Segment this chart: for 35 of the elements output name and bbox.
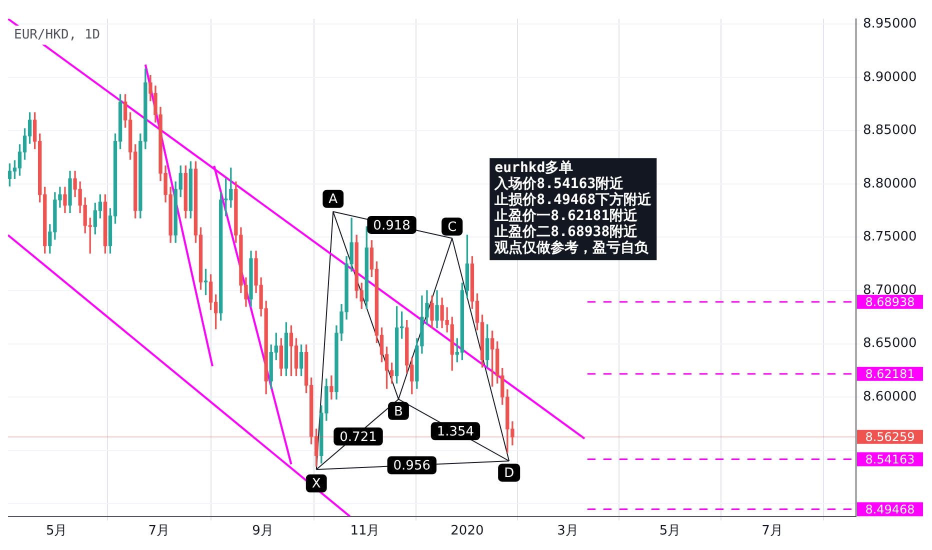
y-tick-label: 8.85000 — [863, 123, 917, 138]
annotation: 入场价8.54163附近 — [494, 174, 625, 192]
annotation: 止盈价二8.68938附近 — [494, 222, 639, 240]
y-tick-label: 8.65000 — [863, 336, 917, 352]
annotation: 观点仅做参考，盈亏自负 — [494, 238, 650, 256]
x-tick-label: 3月 — [557, 524, 578, 539]
annotation: 1.354 — [436, 424, 474, 440]
x-tick-label: 11月 — [350, 524, 380, 539]
ref-line-label: 8.56259 — [865, 430, 915, 444]
x-tick-label: 2020 — [450, 524, 484, 539]
y-tick-label: 8.75000 — [863, 230, 917, 245]
text: EUR/HKD, 1D — [14, 28, 100, 43]
annotation: D — [504, 466, 514, 482]
x-tick-label: 7月 — [762, 524, 783, 539]
y-tick-label: 8.60000 — [863, 389, 917, 404]
x-tick-label: 9月 — [252, 524, 274, 539]
ref-line-label: 8.62181 — [865, 366, 915, 381]
ref-line-label: 8.49468 — [865, 502, 915, 516]
annotation: A — [328, 192, 338, 208]
ref-line-label: 8.54163 — [865, 452, 915, 466]
annotation: X — [312, 476, 321, 492]
y-tick-label: 8.90000 — [863, 70, 917, 85]
x-tick-label: 5月 — [659, 524, 681, 539]
annotation: C — [448, 220, 457, 235]
x-tick-label: 5月 — [46, 524, 68, 539]
y-tick-label: 8.80000 — [863, 176, 917, 192]
annotation: 0.956 — [393, 458, 430, 474]
x-tick-label: 7月 — [148, 524, 170, 539]
y-tick-label: 8.95000 — [863, 16, 917, 32]
annotation: eurhkd多单 — [494, 160, 574, 176]
annotation: 0.918 — [373, 218, 410, 234]
annotation: 0.721 — [340, 430, 377, 445]
annotation: 止损价8.49468下方附近 — [494, 190, 653, 208]
annotation: B — [394, 404, 403, 420]
annotation: 止盈价一8.62181附近 — [494, 206, 639, 224]
